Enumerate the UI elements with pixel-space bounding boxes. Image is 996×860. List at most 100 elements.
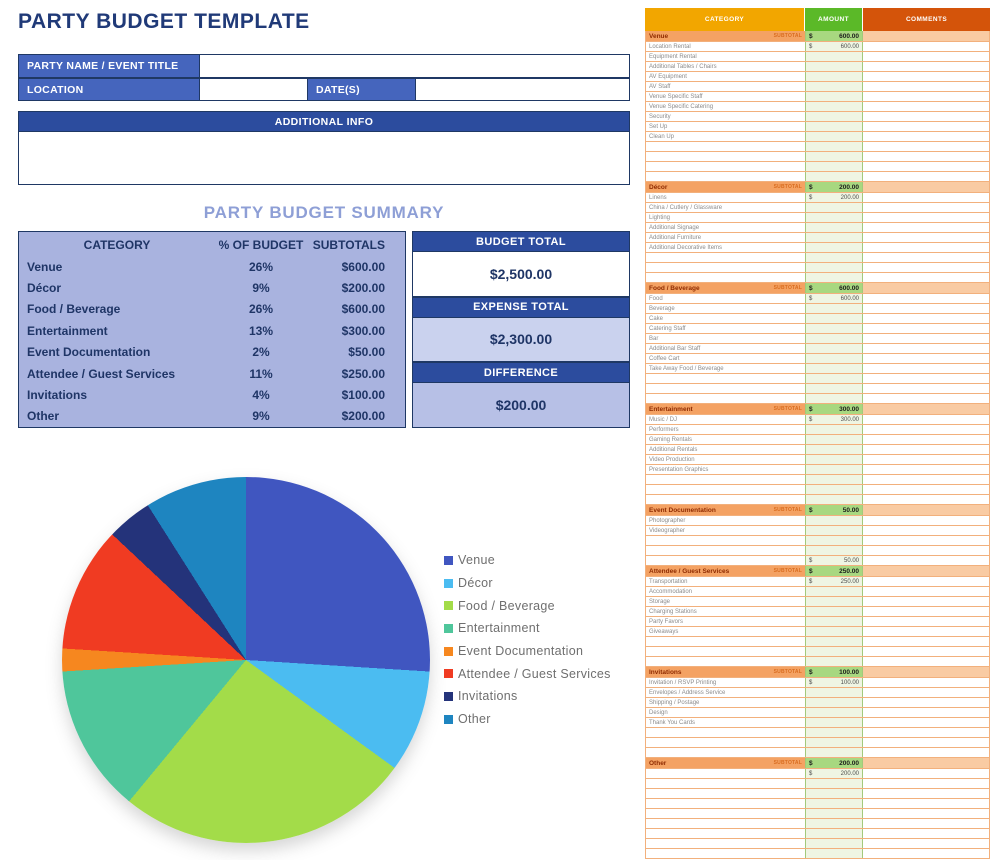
sheet-cell-category[interactable]: Linens bbox=[645, 193, 805, 202]
sheet-cell-category[interactable] bbox=[645, 789, 805, 798]
summary-cell-category[interactable]: Food / Beverage bbox=[27, 302, 121, 317]
sheet-cell-comments[interactable] bbox=[863, 112, 990, 121]
sheet-cell-comments[interactable] bbox=[863, 455, 990, 464]
sheet-cell-comments[interactable] bbox=[863, 294, 990, 303]
sheet-cell-comments[interactable] bbox=[863, 82, 990, 91]
sheet-cell-amount[interactable] bbox=[805, 819, 863, 828]
sheet-cell-comments[interactable] bbox=[863, 769, 990, 778]
sheet-cell-section-subtotal[interactable]: $200.00 bbox=[805, 758, 863, 768]
summary-cell-subtotal[interactable]: $300.00 bbox=[341, 323, 385, 338]
sheet-cell-comments[interactable] bbox=[863, 314, 990, 323]
sheet-cell-comments[interactable] bbox=[863, 324, 990, 333]
sheet-cell-amount[interactable] bbox=[805, 72, 863, 81]
sheet-cell-category[interactable]: Thank You Cards bbox=[645, 718, 805, 727]
sheet-cell-category[interactable]: Party Favors bbox=[645, 617, 805, 626]
sheet-cell-amount[interactable] bbox=[805, 445, 863, 454]
sheet-cell-category[interactable]: Additional Bar Staff bbox=[645, 344, 805, 353]
sheet-cell-amount[interactable] bbox=[805, 627, 863, 636]
sheet-cell-amount[interactable] bbox=[805, 647, 863, 656]
sheet-cell-amount[interactable] bbox=[805, 52, 863, 61]
sheet-cell-amount[interactable] bbox=[805, 475, 863, 484]
sheet-cell-comments[interactable] bbox=[863, 627, 990, 636]
sheet-cell-amount[interactable] bbox=[805, 546, 863, 555]
sheet-cell-amount[interactable] bbox=[805, 82, 863, 91]
sheet-cell-comments[interactable] bbox=[863, 72, 990, 81]
sheet-cell-category[interactable]: Beverage bbox=[645, 304, 805, 313]
sheet-cell-category[interactable]: Set Up bbox=[645, 122, 805, 131]
sheet-cell-comments[interactable] bbox=[863, 799, 990, 808]
sheet-cell-category[interactable] bbox=[645, 769, 805, 778]
sheet-cell-comments[interactable] bbox=[863, 213, 990, 222]
sheet-cell-section-name[interactable]: Other SUBTOTAL bbox=[645, 758, 805, 768]
sheet-cell-category[interactable] bbox=[645, 162, 805, 171]
sheet-cell-category[interactable] bbox=[645, 384, 805, 393]
sheet-cell-comments[interactable] bbox=[863, 253, 990, 262]
sheet-cell-comments[interactable] bbox=[863, 435, 990, 444]
sheet-cell-amount[interactable] bbox=[805, 698, 863, 707]
sheet-cell-comments[interactable] bbox=[863, 546, 990, 555]
sheet-cell-category[interactable]: Additional Rentals bbox=[645, 445, 805, 454]
sheet-cell-category[interactable] bbox=[645, 263, 805, 272]
sheet-cell-amount[interactable] bbox=[805, 607, 863, 616]
sheet-cell-comments[interactable] bbox=[863, 536, 990, 545]
sheet-cell-section-name[interactable]: Venue SUBTOTAL bbox=[645, 31, 805, 41]
sheet-cell-comments[interactable] bbox=[863, 647, 990, 656]
sheet-cell-amount[interactable]: $50.00 bbox=[805, 556, 863, 565]
sheet-cell-category[interactable]: Transportation bbox=[645, 577, 805, 586]
sheet-cell-amount[interactable]: $600.00 bbox=[805, 294, 863, 303]
summary-cell-percent[interactable]: 26% bbox=[248, 259, 274, 274]
sheet-cell-category[interactable] bbox=[645, 809, 805, 818]
sheet-cell-category[interactable] bbox=[645, 152, 805, 161]
sheet-cell-category[interactable]: Food bbox=[645, 294, 805, 303]
additional-info-input[interactable] bbox=[18, 132, 630, 185]
sheet-cell-category[interactable]: Cake bbox=[645, 314, 805, 323]
sheet-cell-category[interactable] bbox=[645, 536, 805, 545]
sheet-cell-comments[interactable] bbox=[863, 597, 990, 606]
sheet-cell-comments[interactable] bbox=[863, 738, 990, 747]
sheet-cell-comments[interactable] bbox=[863, 708, 990, 717]
sheet-cell-amount[interactable] bbox=[805, 688, 863, 697]
sheet-cell-category[interactable]: Charging Stations bbox=[645, 607, 805, 616]
sheet-cell-comments[interactable] bbox=[863, 526, 990, 535]
sheet-cell-comments[interactable] bbox=[863, 678, 990, 687]
sheet-cell-comments[interactable] bbox=[863, 789, 990, 798]
sheet-cell-amount[interactable] bbox=[805, 809, 863, 818]
summary-cell-percent[interactable]: 11% bbox=[249, 366, 273, 381]
sheet-cell-category[interactable]: Take Away Food / Beverage bbox=[645, 364, 805, 373]
sheet-cell-section-comments[interactable] bbox=[863, 566, 990, 576]
sheet-cell-category[interactable] bbox=[645, 799, 805, 808]
sheet-cell-category[interactable]: Bar bbox=[645, 334, 805, 343]
sheet-cell-comments[interactable] bbox=[863, 102, 990, 111]
sheet-cell-section-subtotal[interactable]: $250.00 bbox=[805, 566, 863, 576]
sheet-cell-amount[interactable] bbox=[805, 203, 863, 212]
summary-cell-category[interactable]: Invitations bbox=[27, 388, 88, 403]
sheet-cell-amount[interactable] bbox=[805, 455, 863, 464]
sheet-cell-comments[interactable] bbox=[863, 637, 990, 646]
sheet-cell-amount[interactable] bbox=[805, 597, 863, 606]
sheet-cell-category[interactable]: Venue Specific Staff bbox=[645, 92, 805, 101]
sheet-cell-category[interactable]: Venue Specific Catering bbox=[645, 102, 805, 111]
sheet-cell-comments[interactable] bbox=[863, 748, 990, 757]
sheet-cell-comments[interactable] bbox=[863, 829, 990, 838]
sheet-cell-comments[interactable] bbox=[863, 688, 990, 697]
sheet-cell-comments[interactable] bbox=[863, 415, 990, 424]
sheet-cell-comments[interactable] bbox=[863, 364, 990, 373]
sheet-cell-comments[interactable] bbox=[863, 354, 990, 363]
sheet-cell-amount[interactable] bbox=[805, 314, 863, 323]
sheet-cell-amount[interactable] bbox=[805, 364, 863, 373]
sheet-cell-amount[interactable] bbox=[805, 374, 863, 383]
sheet-cell-comments[interactable] bbox=[863, 485, 990, 494]
sheet-cell-comments[interactable] bbox=[863, 495, 990, 504]
sheet-cell-category[interactable] bbox=[645, 172, 805, 181]
summary-cell-percent[interactable]: 9% bbox=[252, 281, 270, 296]
sheet-cell-amount[interactable] bbox=[805, 112, 863, 121]
sheet-cell-category[interactable]: Catering Staff bbox=[645, 324, 805, 333]
sheet-cell-comments[interactable] bbox=[863, 193, 990, 202]
sheet-cell-amount[interactable] bbox=[805, 516, 863, 525]
sheet-cell-amount[interactable] bbox=[805, 152, 863, 161]
sheet-cell-comments[interactable] bbox=[863, 304, 990, 313]
sheet-cell-category[interactable]: Gaming Rentals bbox=[645, 435, 805, 444]
sheet-cell-amount[interactable] bbox=[805, 839, 863, 848]
sheet-cell-comments[interactable] bbox=[863, 718, 990, 727]
sheet-cell-amount[interactable] bbox=[805, 273, 863, 282]
